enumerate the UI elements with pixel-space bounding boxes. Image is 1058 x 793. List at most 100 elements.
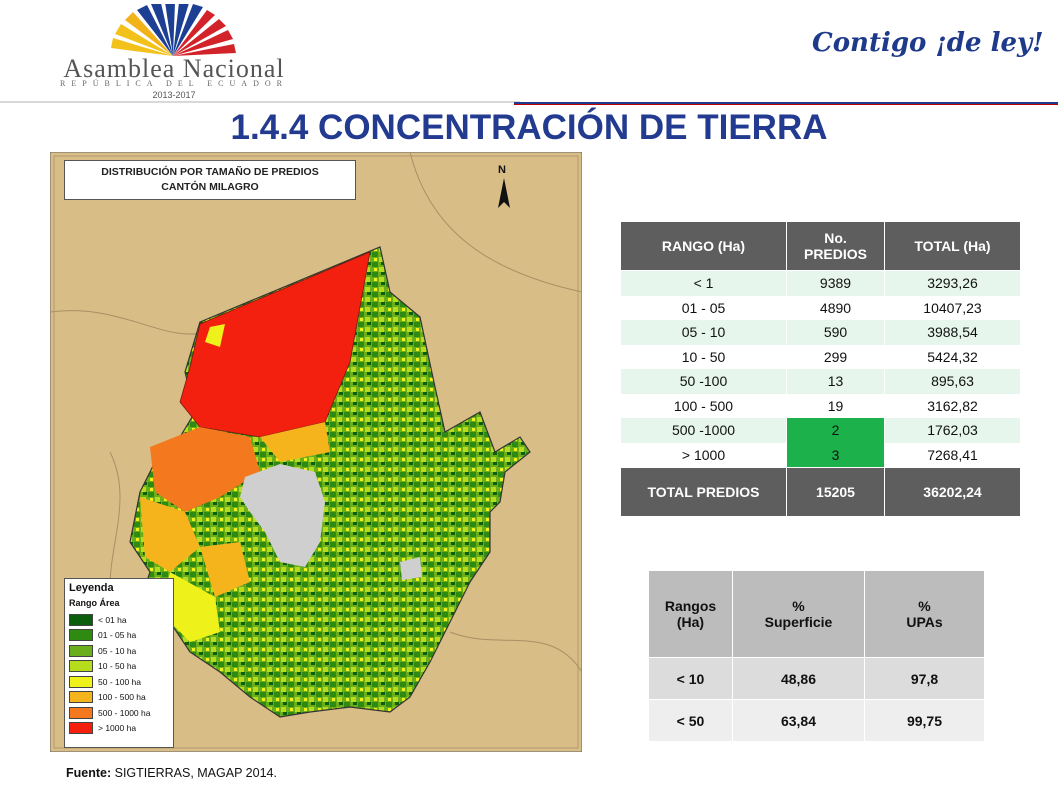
cell-rango: 05 - 10 (620, 320, 787, 345)
table-row: 10 - 50 299 5424,32 (620, 344, 1021, 369)
cell-upas: 97,8 (864, 657, 985, 700)
legend-swatch (69, 706, 93, 719)
legend-label: 10 - 50 ha (98, 661, 137, 672)
org-period: 2013-2017 (152, 90, 196, 100)
header-divider-red (514, 104, 1058, 105)
col-header-predios: No. PREDIOS (786, 221, 885, 271)
total-hectares: 36202,24 (884, 467, 1021, 517)
cell-predios: 9389 (786, 270, 885, 296)
concentration-summary-table: Rangos (Ha) % Superficie % UPAs < 10 48,… (648, 570, 985, 742)
cell-predios: 4890 (786, 295, 885, 320)
col-header-rangos: Rangos (Ha) (648, 570, 733, 658)
map-legend: Leyenda Rango Área < 01 ha 01 - 05 ha 05 -… (64, 578, 174, 748)
legend-title: Leyenda (69, 582, 114, 594)
cell-total: 7268,41 (884, 442, 1021, 468)
legend-item: 100 - 500 ha (69, 690, 150, 706)
cell-rango: 10 - 50 (620, 344, 787, 369)
cell-total: 3293,26 (884, 270, 1021, 296)
table-row: 05 - 10 590 3988,54 (620, 320, 1021, 345)
cell-total: 895,63 (884, 369, 1021, 394)
legend-item: < 01 ha (69, 612, 150, 628)
legend-swatch (69, 675, 93, 688)
table-row: 50 -100 13 895,63 (620, 369, 1021, 394)
cell-total: 3988,54 (884, 320, 1021, 345)
sunburst-logo-icon (111, 4, 236, 56)
legend-label: 50 - 100 ha (98, 676, 142, 687)
table-row: 01 - 05 4890 10407,23 (620, 295, 1021, 320)
legend-label: 05 - 10 ha (98, 645, 137, 656)
table-header-row: RANGO (Ha) No. PREDIOS TOTAL (Ha) (620, 221, 1021, 271)
north-label: N (498, 164, 506, 176)
legend-item: 01 - 05 ha (69, 628, 150, 644)
cell-rango: 01 - 05 (620, 295, 787, 320)
legend-swatch (69, 613, 93, 626)
cell-superficie: 63,84 (732, 699, 865, 742)
land-parcel-map: DISTRIBUCIÓN POR TAMAÑO DE PREDIOS CANTÓ… (50, 152, 582, 752)
org-subtitle: REPÚBLICA DEL ECUADOR (60, 79, 288, 88)
org-name: Asamblea Nacional (63, 54, 285, 83)
legend-item: 05 - 10 ha (69, 643, 150, 659)
slide-title: 1.4.4 CONCENTRACIÓN DE TIERRA (230, 108, 828, 147)
legend-swatch (69, 691, 93, 704)
legend-subtitle: Rango Área (69, 598, 120, 608)
cell-rango: 500 -1000 (620, 418, 787, 443)
table-row: < 50 63,84 99,75 (648, 699, 985, 742)
cell-superficie: 48,86 (732, 657, 865, 700)
legend-swatch (69, 644, 93, 657)
table-row: < 1 9389 3293,26 (620, 270, 1021, 296)
table-row: > 1000 3 7268,41 (620, 442, 1021, 468)
cell-rango: 100 - 500 (620, 393, 787, 418)
legend-item: 50 - 100 ha (69, 674, 150, 690)
cell-total: 1762,03 (884, 418, 1021, 443)
cell-rango: < 50 (648, 699, 733, 742)
north-arrow: N (492, 164, 516, 210)
table-header-row: Rangos (Ha) % Superficie % UPAs (648, 570, 985, 658)
cell-total: 10407,23 (884, 295, 1021, 320)
cell-predios: 3 (786, 442, 885, 468)
map-title-line2: CANTÓN MILAGRO (161, 181, 259, 193)
legend-item: > 1000 ha (69, 721, 150, 737)
col-header-rango: RANGO (Ha) (620, 221, 787, 271)
cell-predios: 590 (786, 320, 885, 345)
slogan: Contigo ¡de ley! (812, 28, 1044, 58)
header-divider-blue (514, 102, 1058, 104)
cell-predios: 19 (786, 393, 885, 418)
legend-item: 500 - 1000 ha (69, 705, 150, 721)
legend-items: < 01 ha 01 - 05 ha 05 - 10 ha 10 - 50 ha 50 … (69, 612, 150, 736)
map-title-box: DISTRIBUCIÓN POR TAMAÑO DE PREDIOS CANTÓ… (64, 160, 356, 200)
source-label: Fuente: (66, 766, 112, 780)
total-predios: 15205 (786, 467, 885, 517)
legend-swatch (69, 660, 93, 673)
cell-rango: < 10 (648, 657, 733, 700)
legend-label: > 1000 ha (98, 723, 137, 734)
source-note: Fuente: SIGTIERRAS, MAGAP 2014. (66, 766, 277, 780)
legend-swatch (69, 722, 93, 735)
source-text: SIGTIERRAS, MAGAP 2014. (111, 766, 277, 780)
col-header-total: TOTAL (Ha) (884, 221, 1021, 271)
assembly-logo: Asamblea Nacional REPÚBLICA DEL ECUADOR … (38, 4, 310, 100)
total-label: TOTAL PREDIOS (620, 467, 787, 517)
cell-total: 3162,82 (884, 393, 1021, 418)
table-row: 500 -1000 2 1762,03 (620, 418, 1021, 443)
north-arrow-icon (498, 178, 510, 208)
header-divider (0, 101, 520, 103)
cell-rango: 50 -100 (620, 369, 787, 394)
legend-item: 10 - 50 ha (69, 659, 150, 675)
cell-rango: < 1 (620, 270, 787, 296)
cell-upas: 99,75 (864, 699, 985, 742)
land-distribution-table: RANGO (Ha) No. PREDIOS TOTAL (Ha) < 1 938… (620, 221, 1021, 517)
legend-label: < 01 ha (98, 614, 127, 625)
cell-predios: 2 (786, 418, 885, 443)
col-header-upas: % UPAs (864, 570, 985, 658)
total-row: TOTAL PREDIOS 15205 36202,24 (620, 467, 1021, 517)
cell-predios: 13 (786, 369, 885, 394)
table-row: 100 - 500 19 3162,82 (620, 393, 1021, 418)
table-body: < 1 9389 3293,26 01 - 05 4890 10407,23 05 - 10… (620, 270, 1021, 468)
cell-total: 5424,32 (884, 344, 1021, 369)
col-header-superficie: % Superficie (732, 570, 865, 658)
legend-label: 500 - 1000 ha (98, 707, 151, 718)
legend-swatch (69, 629, 93, 642)
cell-predios: 299 (786, 344, 885, 369)
cell-rango: > 1000 (620, 442, 787, 468)
map-title-line1: DISTRIBUCIÓN POR TAMAÑO DE PREDIOS (101, 166, 319, 178)
